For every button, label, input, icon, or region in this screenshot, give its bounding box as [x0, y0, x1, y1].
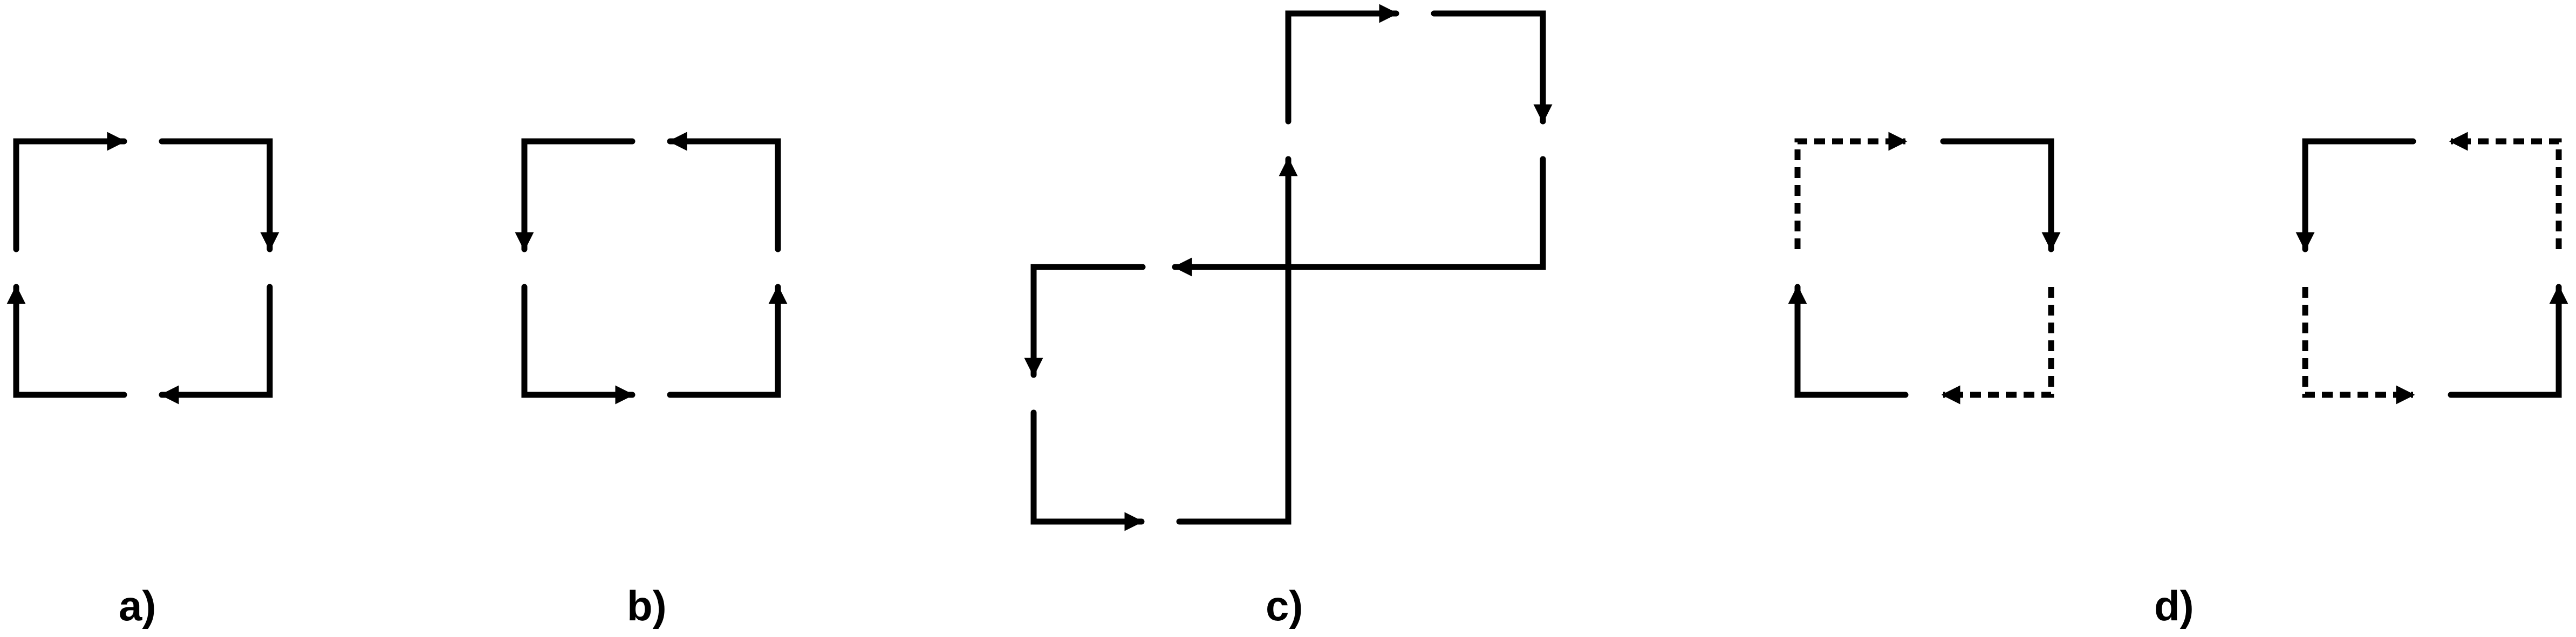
- panel-b-label: b): [627, 582, 667, 629]
- panel-d-right: [2295, 132, 2568, 405]
- panel-c-bottom-left-arrow: [1030, 409, 1145, 531]
- panel-a-top-right-arrow: [159, 138, 279, 252]
- panel-d-left: [1788, 132, 2061, 405]
- panel-c-crossing-horizontal-arrow: [1172, 156, 1546, 277]
- panel-d-right-bottom-right-arrow: [2448, 284, 2568, 398]
- panel-b-bottom-right-arrow: [667, 284, 788, 398]
- panel-b-top-right-arrow: [667, 132, 781, 252]
- panel-c-top-left-arrow: [1285, 4, 1399, 125]
- panel-a-top-left-arrow: [13, 132, 127, 252]
- panel-c-crossing-vertical-arrow: [1176, 156, 1298, 525]
- panel-c-middle-left-arrow: [1024, 264, 1146, 378]
- panel-d-left-top-left-dashed-arrow: [1794, 132, 1908, 249]
- panel-c-label: c): [1266, 582, 1303, 629]
- panel-d-right-bottom-left-dashed-arrow: [2302, 287, 2415, 405]
- panel-d-left-top-right-arrow: [1940, 138, 2061, 252]
- panel-c: c): [1024, 4, 1553, 629]
- panel-a: a): [6, 132, 279, 629]
- panel-d-left-bottom-right-dashed-arrow: [1941, 287, 2054, 405]
- panel-d-label: d): [2154, 582, 2194, 629]
- panel-d-right-top-right-dashed-arrow: [2449, 132, 2562, 249]
- panel-d-left-bottom-left-arrow: [1788, 284, 1909, 398]
- panel-a-bottom-left-arrow: [6, 284, 127, 398]
- panel-d-right-top-left-arrow: [2295, 138, 2416, 252]
- panel-b: b): [515, 132, 788, 629]
- panel-a-label: a): [119, 582, 156, 629]
- panel-a-bottom-right-arrow: [159, 284, 273, 405]
- panel-c-top-right-arrow: [1431, 10, 1553, 125]
- panel-b-top-left-arrow: [515, 138, 636, 252]
- panel-b-bottom-left-arrow: [521, 284, 636, 405]
